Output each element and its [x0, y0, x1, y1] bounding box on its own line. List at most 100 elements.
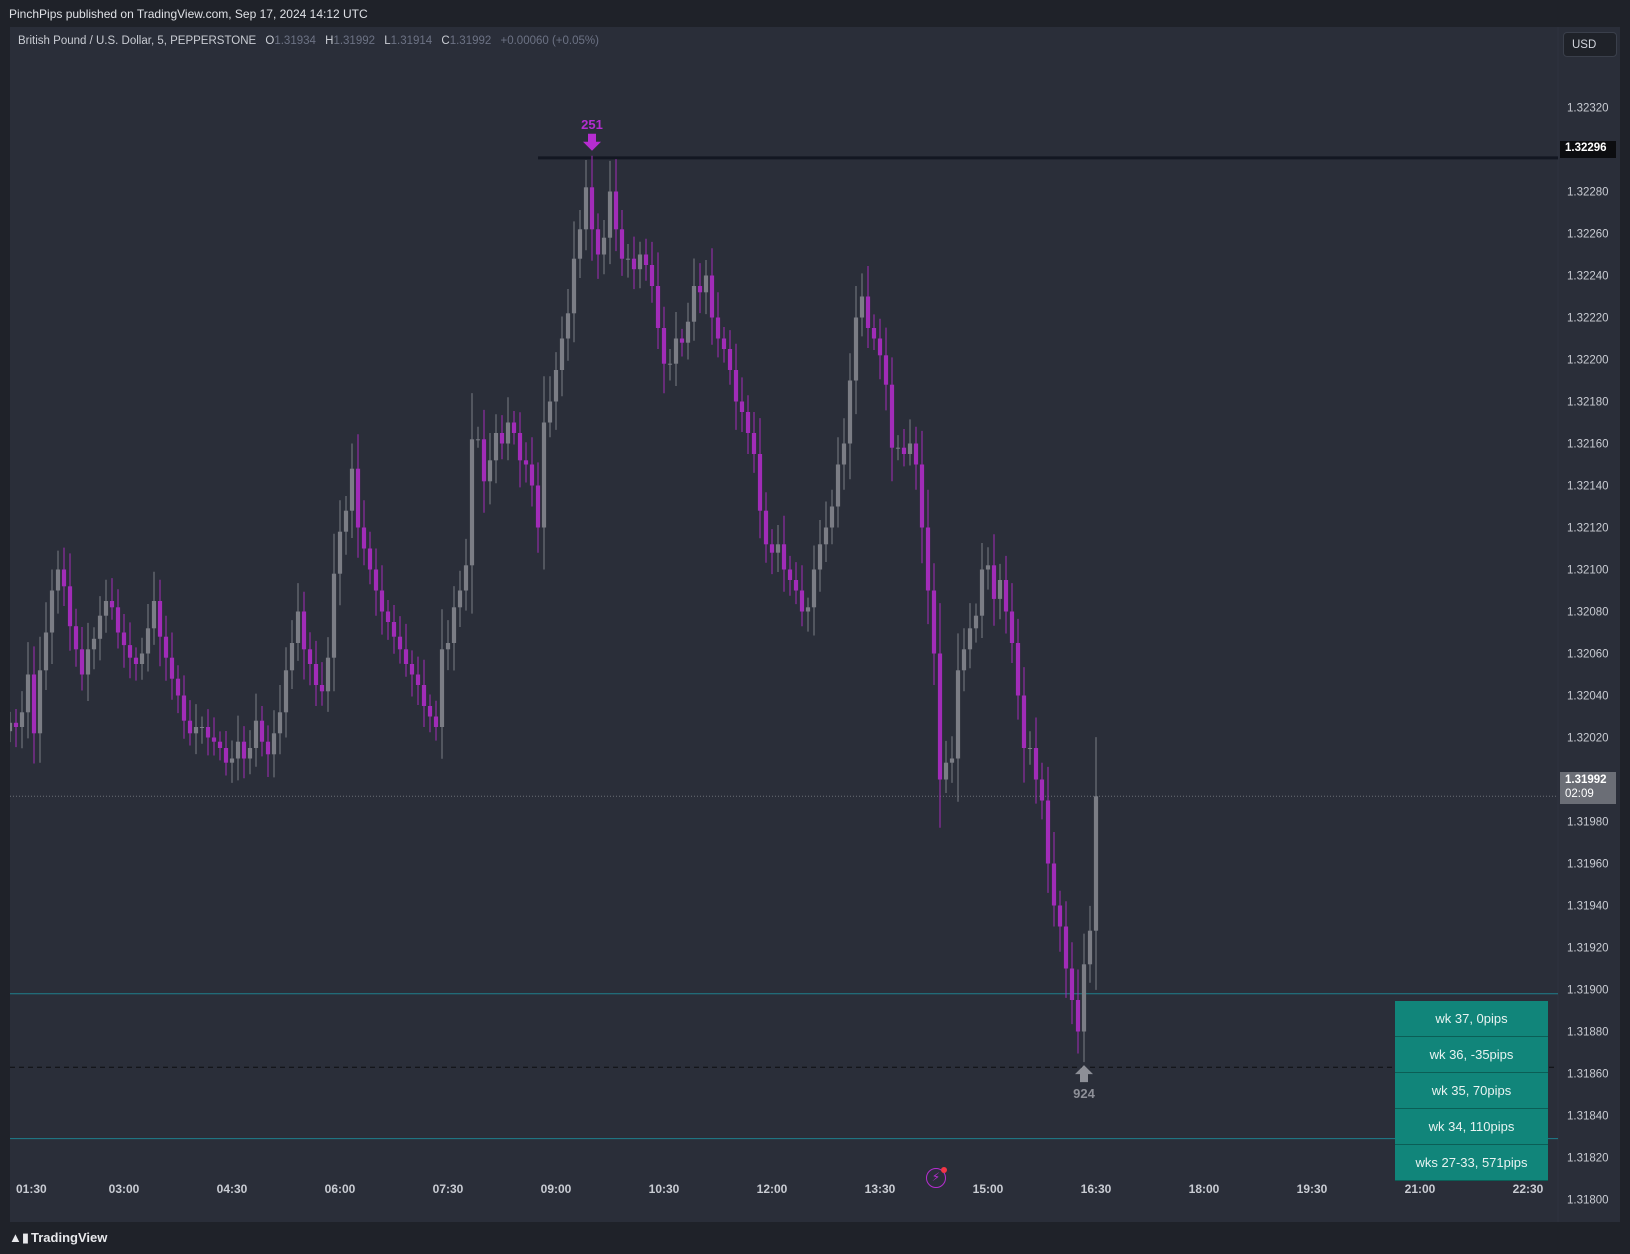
candle-body	[829, 506, 835, 528]
candle-body	[193, 727, 199, 734]
candle-body	[331, 573, 337, 658]
candle-body	[805, 607, 811, 612]
candle-body	[1075, 1000, 1081, 1032]
candle-body	[427, 706, 433, 717]
price-tick-label: 1.31840	[1567, 1111, 1609, 1123]
candle-body	[889, 384, 895, 448]
candle-body	[553, 370, 559, 402]
candle-body	[169, 657, 175, 679]
candle-body	[1027, 748, 1033, 749]
week-stat-box: wk 37, 0pips	[1395, 1001, 1548, 1037]
candle-body	[775, 544, 781, 553]
candle-body	[79, 649, 85, 675]
candle-body	[763, 510, 769, 545]
time-tick-label: 04:30	[217, 1182, 248, 1196]
candle-body	[439, 649, 445, 727]
candle-body	[1063, 926, 1069, 969]
price-tick-label: 1.31960	[1567, 859, 1609, 871]
last-price-value: 1.31992	[1565, 774, 1607, 786]
candle-body	[511, 422, 517, 433]
candle-body	[673, 338, 679, 364]
candle-body	[979, 569, 985, 616]
candle-body	[493, 433, 499, 461]
price-tick-label: 1.32040	[1567, 691, 1609, 703]
candle-body	[847, 380, 853, 444]
candle-body	[61, 569, 67, 587]
candle-body	[1021, 695, 1027, 748]
price-tick-label: 1.31920	[1567, 943, 1609, 955]
candle-body	[301, 611, 307, 650]
time-tick-label: 18:00	[1189, 1182, 1220, 1196]
candle-body	[121, 632, 127, 646]
candle-body	[259, 720, 265, 742]
candle-body	[109, 601, 115, 608]
candle-body	[613, 191, 619, 230]
time-tick-label: 13:30	[865, 1182, 896, 1196]
candle-body	[1033, 748, 1039, 780]
candle-body	[535, 485, 541, 528]
candle-body	[1069, 968, 1075, 1000]
time-tick-label: 15:00	[973, 1182, 1004, 1196]
candle-body	[961, 649, 967, 671]
candle-body	[727, 349, 733, 370]
candle-body	[1003, 580, 1009, 612]
candle-body	[421, 685, 427, 706]
candle-body	[475, 439, 481, 441]
candle-body	[469, 439, 475, 566]
high-value: 1.31992	[333, 35, 376, 47]
candle-body	[241, 741, 247, 759]
candle-body	[715, 317, 721, 339]
candle-body	[445, 643, 451, 650]
time-tick-label: 10:30	[649, 1182, 680, 1196]
candle-body	[19, 712, 25, 727]
candle-body	[517, 433, 523, 461]
candle-body	[37, 670, 43, 734]
candle-body	[667, 363, 673, 365]
price-tick-label: 1.32020	[1567, 733, 1609, 745]
price-tick-label: 1.32240	[1567, 271, 1609, 283]
price-tick-label: 1.32200	[1567, 355, 1609, 367]
candle-body	[865, 296, 871, 328]
candle-body	[751, 433, 757, 454]
candle-body	[499, 433, 505, 444]
candle-body	[739, 401, 745, 412]
close-value: 1.31992	[449, 35, 492, 47]
candle-body	[817, 544, 823, 570]
candle-body	[31, 674, 37, 734]
candle-body	[745, 412, 751, 433]
candle-body	[787, 569, 793, 580]
candle-body	[55, 569, 61, 591]
price-tick-label: 1.32060	[1567, 649, 1609, 661]
candle-body	[10, 722, 13, 732]
lightning-bolt-icon[interactable]: ⚡	[926, 1167, 947, 1188]
candle-body	[385, 611, 391, 622]
low-label: L	[384, 35, 391, 47]
time-tick-label: 07:30	[433, 1182, 464, 1196]
price-tick-label: 1.32180	[1567, 397, 1609, 409]
close-label: C	[441, 35, 450, 47]
candle-body	[883, 355, 889, 385]
price-tick-label: 1.32100	[1567, 565, 1609, 577]
candle-body	[529, 464, 535, 486]
price-tick-label: 1.31980	[1567, 817, 1609, 829]
candle-body	[559, 338, 565, 370]
tradingview-logo[interactable]: ▲▮ TradingView	[9, 1230, 107, 1246]
price-tick-label: 1.32320	[1567, 103, 1609, 115]
candle-body	[67, 586, 73, 627]
low-marker-label: 924	[1073, 1086, 1095, 1101]
time-tick-label: 12:00	[757, 1182, 788, 1196]
price-tick-label: 1.32140	[1567, 481, 1609, 493]
currency-button[interactable]: USD	[1563, 32, 1617, 57]
candle-body	[409, 664, 415, 675]
candle-body	[1051, 863, 1057, 906]
price-tick-label: 1.31900	[1567, 985, 1609, 997]
candlestick-chart[interactable]: 1.323201.323001.322801.322601.322401.322…	[10, 27, 1620, 1222]
candle-body	[433, 716, 439, 727]
high-marker-label: 251	[581, 117, 603, 132]
candle-body	[379, 590, 385, 612]
chart-area[interactable]	[10, 27, 1620, 1222]
time-tick-label: 21:00	[1405, 1182, 1436, 1196]
candle-body	[685, 321, 691, 343]
candle-body	[655, 286, 661, 328]
candle-body	[115, 607, 121, 633]
